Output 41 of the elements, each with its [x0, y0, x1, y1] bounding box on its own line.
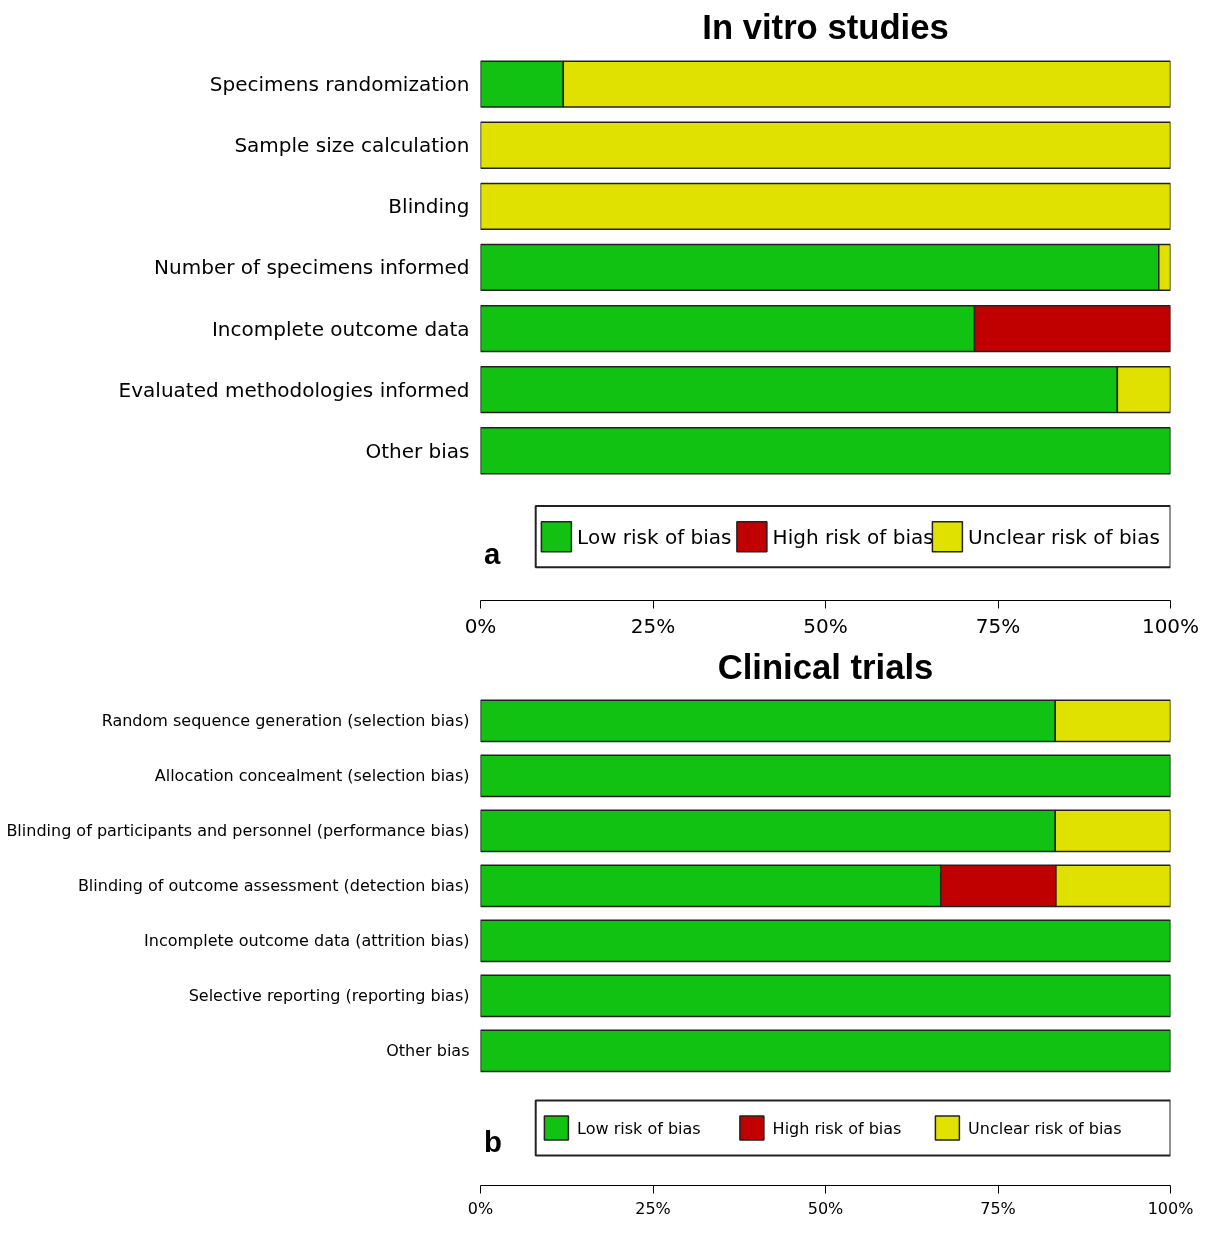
- text: b: [483, 1125, 502, 1159]
- x-tick-label: 0%: [467, 1198, 494, 1218]
- x-tick-label: 25%: [635, 1198, 671, 1218]
- legend-label: High risk of bias: [772, 1118, 902, 1138]
- bar: [480, 974, 1171, 1018]
- legend-label: Low risk of bias: [577, 524, 732, 549]
- y-tick-label: Incomplete outcome data (attrition bias): [144, 931, 470, 951]
- x-tick-label: 50%: [803, 613, 848, 638]
- x-tick-label: 0%: [464, 613, 497, 638]
- x-tick-label: 25%: [630, 613, 676, 638]
- legend-label: Unclear risk of bias: [968, 524, 1160, 549]
- text: a: [483, 537, 501, 571]
- y-tick-label: Sample size calculation: [234, 133, 470, 158]
- y-tick-label: Other bias: [365, 438, 470, 463]
- x-tick-label: 100%: [1147, 1198, 1194, 1218]
- y-tick-label: Evaluated methodologies informed: [118, 377, 470, 402]
- bar: [480, 182, 1171, 230]
- bar: [480, 121, 1171, 169]
- y-tick-label: Specimens randomization: [209, 72, 470, 97]
- y-tick-label: Blinding: [388, 194, 470, 219]
- bar: [480, 919, 1171, 963]
- legend-label: High risk of bias: [772, 524, 934, 549]
- legend-label: Unclear risk of bias: [968, 1118, 1122, 1138]
- bar: [480, 754, 1171, 798]
- chart-title: Clinical trials: [717, 647, 934, 686]
- y-tick-label: Number of specimens informed: [154, 255, 470, 280]
- x-tick-label: 50%: [807, 1198, 844, 1218]
- y-tick-label: Other bias: [386, 1041, 470, 1061]
- x-tick-label: 75%: [975, 613, 1021, 638]
- x-tick-label: 100%: [1141, 613, 1200, 638]
- chart-title: In vitro studies: [702, 7, 949, 46]
- y-tick-label: Blinding of participants and personnel (performance bias): [6, 821, 470, 841]
- legend-label: Low risk of bias: [577, 1118, 701, 1138]
- x-tick-label: 75%: [980, 1198, 1016, 1218]
- y-tick-label: Random sequence generation (selection bias): [101, 711, 470, 731]
- y-tick-label: Incomplete outcome data: [211, 316, 470, 341]
- bar: [480, 1029, 1171, 1073]
- y-tick-label: Blinding of outcome assessment (detection bias): [77, 876, 470, 896]
- y-tick-label: Selective reporting (reporting bias): [188, 986, 470, 1006]
- bar: [480, 427, 1171, 475]
- y-tick-label: Allocation concealment (selection bias): [154, 766, 470, 786]
